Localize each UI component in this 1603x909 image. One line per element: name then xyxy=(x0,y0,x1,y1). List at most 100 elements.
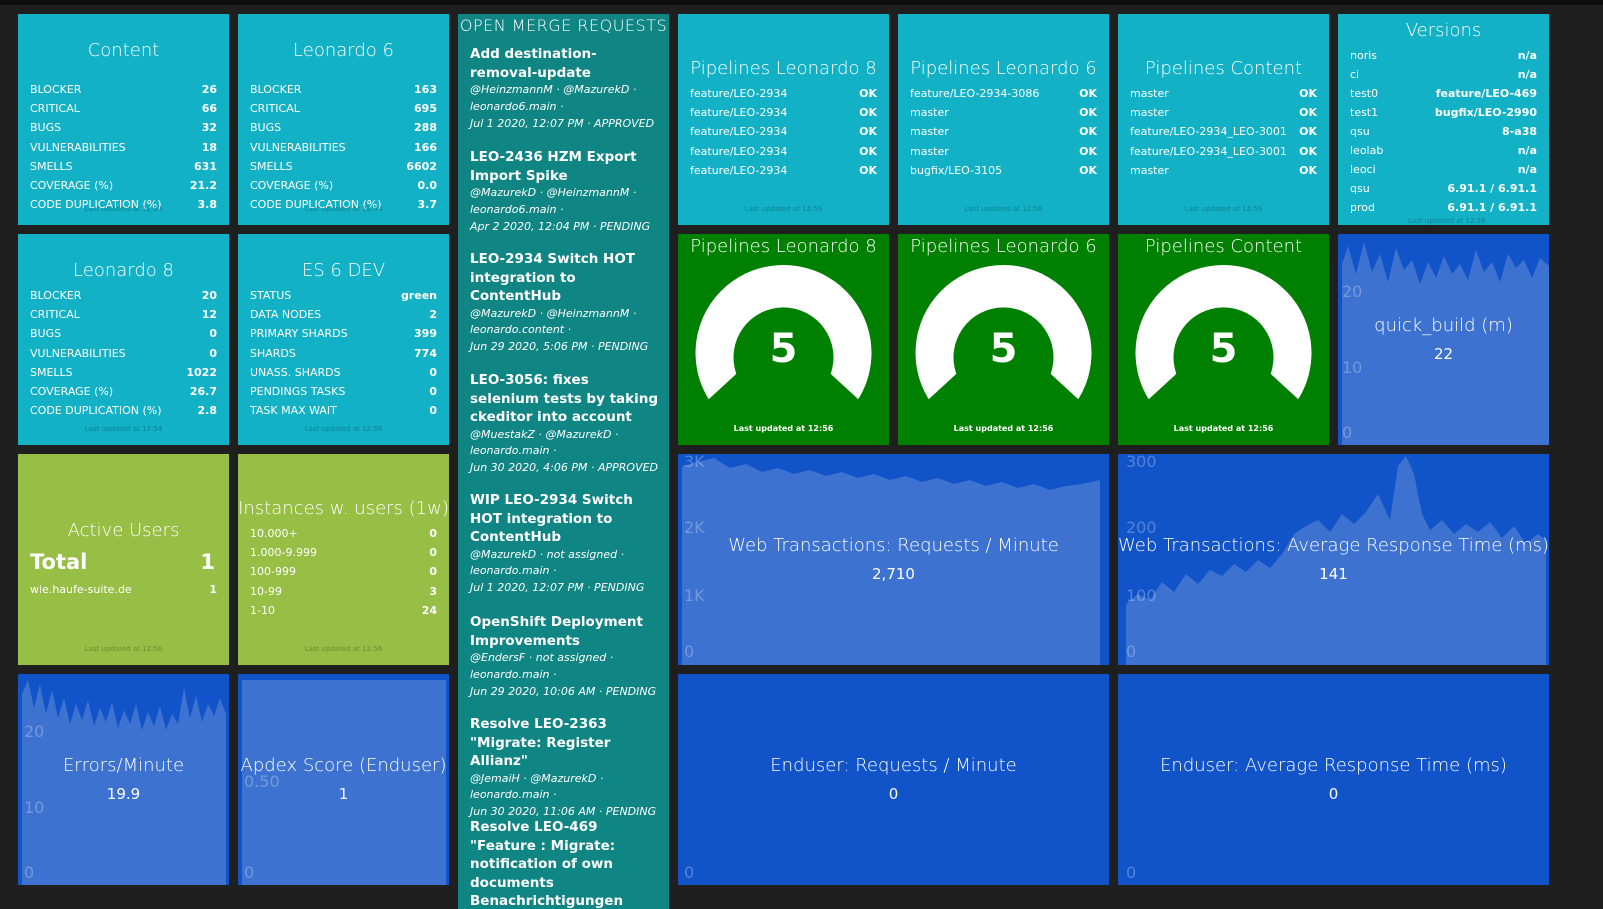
pipeline-row: feature/LEO-2934_LEO-3001 OK xyxy=(1130,125,1317,139)
stat-row: UNASS. SHARDS 0 xyxy=(250,365,437,379)
widget-web-requests[interactable]: 3K 2K 1K 0 Web Transactions: Requests / … xyxy=(678,454,1109,665)
gauge-value: 5 xyxy=(989,326,1018,372)
pipeline-list: feature/LEO-2934 OK feature/LEO-2934 OK fe… xyxy=(690,84,877,180)
stat-row: VULNERABILITIES 0 xyxy=(30,346,217,360)
widget-apdex[interactable]: 0.50 0 Apdex Score (Enduser) 1 xyxy=(238,674,449,885)
last-updated: Last updated at 12:54 xyxy=(84,425,163,433)
widget-errors[interactable]: 20 10 0 Errors/Minute 19.9 xyxy=(18,674,229,885)
widget-leonardo8[interactable]: Leonardo 8 BLOCKER 20 CRITICAL 12 BUGS 0 VU… xyxy=(18,234,229,445)
widget-title: Instances w. users (1w) xyxy=(238,498,449,519)
stat-row: CRITICAL 695 xyxy=(250,102,437,116)
stat-row: SMELLS 6602 xyxy=(250,159,437,173)
widget-title: Errors/Minute xyxy=(62,755,185,776)
axis-tick: 20 xyxy=(1342,282,1363,301)
merge-request-item[interactable]: LEO-2934 Switch HOT integration to Conte… xyxy=(470,250,662,356)
widget-gauge-content[interactable]: Pipelines Content 5 Last updated at 12:5… xyxy=(1118,234,1329,445)
widget-title: Pipelines Content xyxy=(1144,236,1303,257)
pipeline-row: master OK xyxy=(910,106,1097,120)
pipeline-row: bugfix/LEO-3105 OK xyxy=(910,163,1097,177)
version-row: test0 feature/LEO-469 xyxy=(1350,87,1537,100)
merge-request-name: Resolve LEO-469 "Feature : Migrate: noti… xyxy=(470,819,624,909)
widget-gauge-leonardo8[interactable]: Pipelines Leonardo 8 5 Last updated at 1… xyxy=(678,234,889,445)
axis-tick: 0 xyxy=(24,863,35,882)
widget-pipelines-leonardo8[interactable]: Pipelines Leonardo 8 feature/LEO-2934 OK … xyxy=(678,14,889,225)
merge-request-repo: leonardo.content · xyxy=(470,323,572,337)
merge-request-status: Jul 1 2020, 12:07 PM · PENDING xyxy=(470,581,645,595)
graph-area xyxy=(22,680,226,885)
widget-pipelines-content[interactable]: Pipelines Content master OK master OK feat… xyxy=(1118,14,1329,225)
widget-quick-build[interactable]: 20 10 0 quick_build (m) 22 xyxy=(1338,234,1549,445)
merge-request-item[interactable]: Add destination-removal-update @Heinzman… xyxy=(470,45,662,132)
widget-title: Enduser: Average Response Time (ms) xyxy=(1160,755,1507,776)
widget-gauge-leonardo6[interactable]: Pipelines Leonardo 6 5 Last updated at 1… xyxy=(898,234,1109,445)
widget-title: Web Transactions: Average Response Time … xyxy=(1118,535,1549,556)
total-row: Total 1 xyxy=(30,550,215,574)
widget-content[interactable]: Content BLOCKER 26 CRITICAL 66 BUGS 32 VULN… xyxy=(18,14,229,225)
last-updated: Last updated at 12:56 xyxy=(953,424,1054,433)
pipeline-row: feature/LEO-2934-3086 OK xyxy=(910,87,1097,100)
widget-leonardo6[interactable]: Leonardo 6 BLOCKER 163 CRITICAL 695 BUGS 28… xyxy=(238,14,449,225)
axis-tick: 20 xyxy=(24,722,45,741)
widget-title: Apdex Score (Enduser) xyxy=(240,755,447,776)
last-updated: Last updated at 12:56 xyxy=(84,645,163,653)
merge-request-item[interactable]: OpenShift Deployment Improvements @Ender… xyxy=(470,613,662,700)
axis-tick: 100 xyxy=(1126,586,1157,605)
axis-tick: 1K xyxy=(684,586,705,605)
last-updated: Last updated at 12:54 xyxy=(304,205,383,213)
last-updated: Last updated at 12:54 xyxy=(84,205,163,213)
merge-request-item[interactable]: LEO-3056: fixes selenium tests by taking… xyxy=(470,371,662,477)
stat-row: BUGS 0 xyxy=(30,327,217,341)
total-label: Total xyxy=(30,550,88,574)
widget-title: quick_build (m) xyxy=(1374,315,1513,336)
widget-merge-requests[interactable]: OPEN MERGE REQUESTS Add destination-remo… xyxy=(458,14,669,909)
stat-row: PRIMARY SHARDS 399 xyxy=(250,327,437,341)
widget-title: Leonardo 8 xyxy=(73,260,174,281)
merge-request-item[interactable]: WIP LEO-2934 Switch HOT integration to C… xyxy=(470,491,662,597)
widget-value: 1 xyxy=(338,785,349,803)
widget-instances[interactable]: Instances w. users (1w) 10.000+ 0 1.000-9… xyxy=(238,454,449,665)
widget-value: 22 xyxy=(1433,345,1454,363)
stat-row: BLOCKER 26 xyxy=(30,83,217,96)
widget-pipelines-leonardo6[interactable]: Pipelines Leonardo 6 feature/LEO-2934-30… xyxy=(898,14,1109,225)
last-updated: Last updated at 12:56 xyxy=(1184,205,1263,213)
instance-row: 10-99 3 xyxy=(250,584,437,598)
widget-value: 0 xyxy=(888,785,899,803)
pipeline-row: feature/LEO-2934 OK xyxy=(690,106,877,120)
version-row: noris n/a xyxy=(1350,49,1537,62)
pipeline-row: feature/LEO-2934 OK xyxy=(690,144,877,158)
merge-request-item[interactable]: LEO-2436 HZM Export Import Spike @Mazure… xyxy=(470,148,662,235)
merge-request-authors: @MazurekD · not assigned · xyxy=(470,547,625,561)
merge-request-name: LEO-2934 Switch HOT integration to Conte… xyxy=(470,251,635,304)
users-list: wie.haufe-suite.de 1 xyxy=(30,580,217,599)
widget-title: Pipelines Leonardo 8 xyxy=(690,58,877,79)
version-row: leoci n/a xyxy=(1350,163,1537,176)
widget-title: Versions xyxy=(1405,20,1482,41)
widget-title: OPEN MERGE REQUESTS xyxy=(459,16,668,35)
axis-tick: 10 xyxy=(24,798,45,817)
pipeline-list: master OK master OK feature/LEO-2934_LEO-3… xyxy=(1130,84,1317,180)
stat-row: VULNERABILITIES 18 xyxy=(30,140,217,154)
merge-request-repo: leonardo.main · xyxy=(470,444,557,458)
widget-enduser-requests[interactable]: 0 Enduser: Requests / Minute 0 xyxy=(678,674,1109,885)
widget-enduser-response[interactable]: 0 Enduser: Average Response Time (ms) 0 xyxy=(1118,674,1549,885)
widget-active-users[interactable]: Active Users Total 1 wie.haufe-suite.de 1… xyxy=(18,454,229,665)
gauge-meter xyxy=(915,264,1092,400)
stat-row: COVERAGE (%) 26.7 xyxy=(30,384,217,398)
stat-row: CODE DUPLICATION (%) 2.8 xyxy=(30,404,217,418)
pipeline-row: master OK xyxy=(1130,163,1317,177)
user-row: wie.haufe-suite.de 1 xyxy=(30,583,217,596)
widget-web-response[interactable]: 300 200 100 0 Web Transactions: Average … xyxy=(1118,454,1549,665)
last-updated: Last updated at 12:56 xyxy=(304,645,383,653)
widget-versions[interactable]: Versions noris n/a ci n/a test0 feature/LEO… xyxy=(1338,14,1549,225)
widget-es6dev[interactable]: ES 6 DEV STATUS green DATA NODES 2 PRIMARY… xyxy=(238,234,449,445)
stat-row: CRITICAL 66 xyxy=(30,102,217,116)
merge-request-item[interactable]: Resolve LEO-2363 "Migrate: Register Alli… xyxy=(470,715,662,821)
merge-request-item[interactable]: Resolve LEO-469 "Feature : Migrate: noti… xyxy=(470,818,662,909)
merge-request-repo: leonardo.main · xyxy=(470,788,557,802)
merge-request-repo: leonardo.main · xyxy=(470,564,557,578)
merge-request-authors: @EndersF · not assigned · xyxy=(470,651,614,664)
axis-tick: 300 xyxy=(1126,454,1157,471)
version-row: test1 bugfix/LEO-2990 xyxy=(1350,106,1537,119)
merge-request-status: Jun 30 2020, 4:06 PM · APPROVED xyxy=(470,461,659,475)
pipeline-row: master OK xyxy=(1130,87,1317,100)
